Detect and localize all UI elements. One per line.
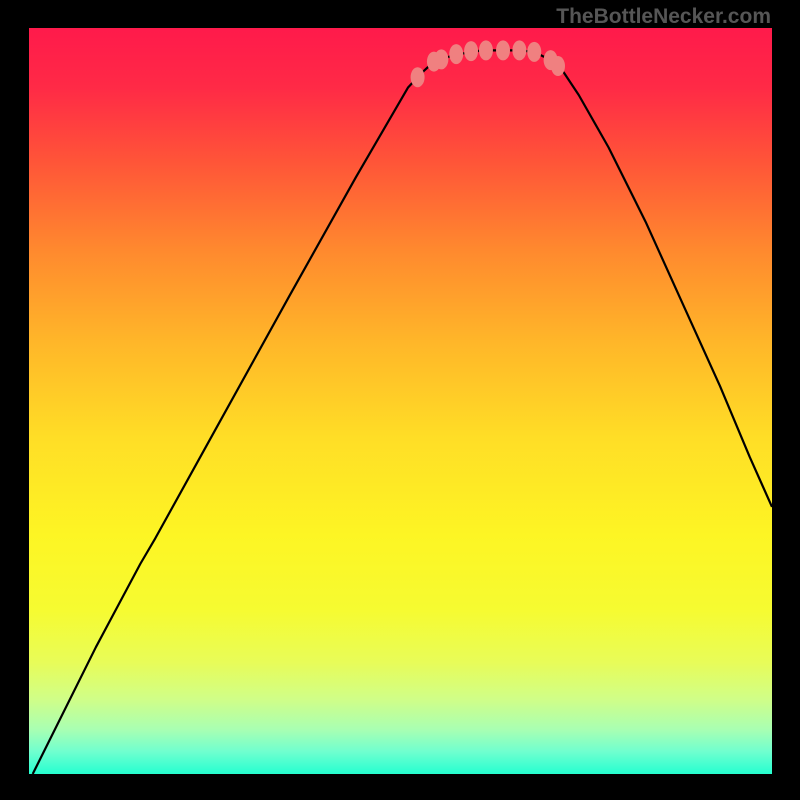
watermark: TheBottleNecker.com (556, 5, 771, 29)
chart-container: TheBottleNecker.com (0, 0, 800, 800)
gradient-background (29, 28, 772, 774)
plot-area (29, 28, 772, 774)
